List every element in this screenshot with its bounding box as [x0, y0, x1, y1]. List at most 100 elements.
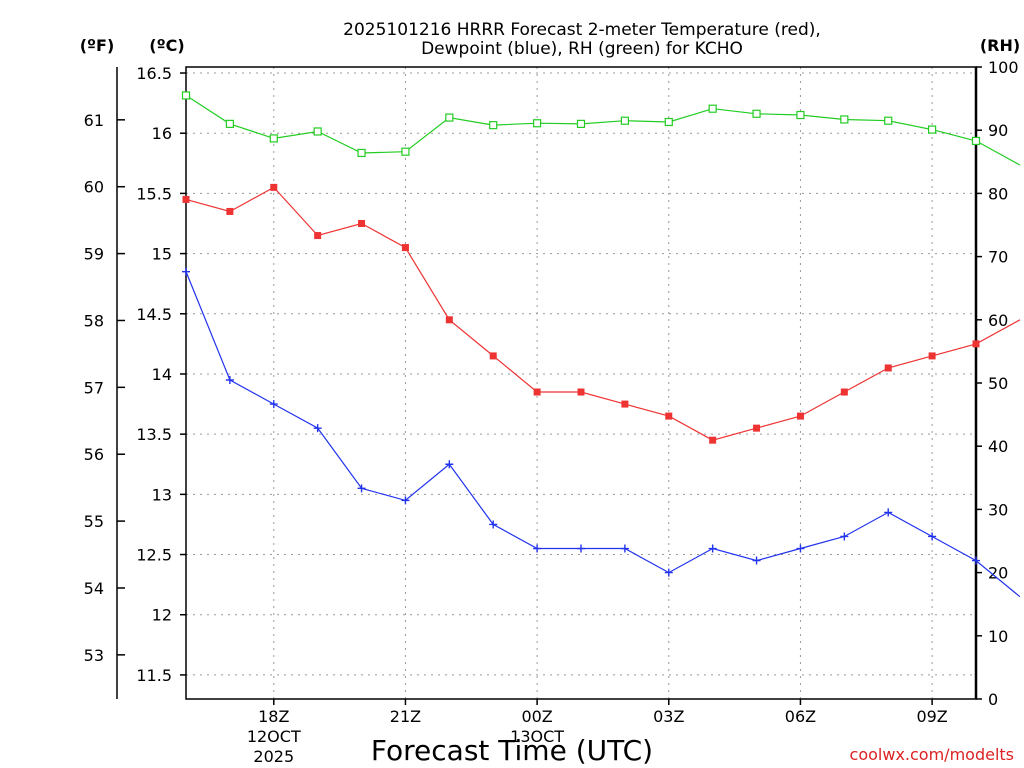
fahrenheit-tick-label: 53 — [84, 646, 104, 665]
x-tick-label: 18Z — [258, 707, 289, 726]
x-tick-year-label: 2025 — [253, 747, 294, 766]
celsius-tick-label: 15 — [152, 245, 172, 264]
dewpoint-point — [840, 532, 849, 541]
temperature-point — [401, 244, 409, 252]
rh-tick-label: 70 — [988, 248, 1008, 267]
chart-title-line1: 2025101216 HRRR Forecast 2-meter Tempera… — [343, 20, 821, 40]
temperature-point — [358, 219, 366, 227]
celsius-tick-label: 11.5 — [136, 666, 172, 685]
temperature-line — [185, 186, 1021, 441]
fahrenheit-unit-label: (ºF) — [80, 36, 115, 55]
rh-point — [313, 127, 322, 136]
dewpoint-point — [269, 400, 278, 409]
rh-point — [225, 119, 234, 128]
rh-point — [971, 136, 981, 146]
temperature-point — [840, 388, 848, 396]
dewpoint-point — [884, 508, 893, 517]
rh-tick-label: 20 — [988, 564, 1008, 583]
dewpoint-point — [620, 544, 629, 553]
temperature-point — [226, 207, 234, 215]
temperature-point — [709, 436, 717, 444]
rh-point — [533, 119, 542, 128]
celsius-tick-label: 15.5 — [136, 184, 172, 203]
celsius-tick-label: 12.5 — [136, 546, 172, 565]
rh-point — [269, 134, 278, 143]
dewpoint-point — [577, 544, 585, 553]
rh-tick-label: 90 — [988, 121, 1008, 140]
fahrenheit-tick-label: 56 — [84, 445, 104, 464]
x-tick-date-label: 12OCT — [247, 727, 301, 746]
temperature-point — [533, 388, 541, 396]
temperature-point — [314, 232, 322, 240]
dewpoint-point — [489, 520, 498, 529]
temperature-point — [270, 183, 278, 191]
x-axis-label: Forecast Time (UTC) — [371, 734, 653, 767]
rh-point — [620, 116, 629, 125]
dewpoint-point — [401, 496, 410, 505]
temperature-point — [445, 316, 453, 324]
rh-point — [796, 110, 805, 120]
rh-point — [752, 109, 761, 118]
rh-point — [357, 148, 366, 158]
rh-point — [928, 125, 937, 134]
celsius-unit-label: (ºC) — [149, 36, 184, 55]
dewpoint-point — [445, 460, 454, 469]
rh-point — [445, 113, 454, 122]
rh-tick-label: 10 — [988, 627, 1008, 646]
fahrenheit-tick-label: 59 — [84, 245, 104, 264]
rh-tick-label: 80 — [988, 184, 1008, 203]
credit-label: coolwx.com/modelts — [850, 745, 1014, 764]
dewpoint-point — [928, 532, 937, 541]
rh-point — [884, 116, 893, 125]
rh-line — [185, 94, 1021, 166]
dewpoint-point — [182, 267, 190, 276]
celsius-tick-label: 14 — [152, 365, 172, 384]
temperature-point — [972, 340, 980, 348]
rh-point — [708, 104, 717, 113]
rh-point — [664, 117, 673, 127]
x-tick-label: 21Z — [390, 707, 421, 726]
rh-tick-label: 100 — [988, 58, 1019, 77]
dewpoint-point — [664, 568, 673, 577]
x-tick-label: 06Z — [785, 707, 816, 726]
dewpoint-point — [225, 375, 234, 384]
temperature-point — [796, 412, 804, 420]
grid-lines — [186, 67, 976, 699]
rh-tick-label: 60 — [988, 311, 1008, 330]
dewpoint-point — [357, 484, 366, 493]
temperature-point — [489, 352, 497, 360]
temperature-point — [753, 424, 761, 432]
temperature-point — [182, 195, 190, 203]
temperature-point — [621, 400, 629, 408]
celsius-tick-label: 13 — [152, 485, 172, 504]
celsius-tick-label: 16 — [152, 124, 172, 143]
dewpoint-point — [533, 544, 542, 553]
celsius-tick-label: 16.5 — [136, 64, 172, 83]
rh-tick-label: 30 — [988, 500, 1008, 519]
rh-tick-label: 40 — [988, 437, 1008, 456]
rh-point — [489, 121, 498, 130]
fahrenheit-tick-label: 57 — [84, 378, 104, 397]
dewpoint-point — [708, 544, 717, 553]
rh-unit-label: (RH) — [980, 36, 1020, 55]
x-tick-label: 09Z — [916, 707, 947, 726]
x-tick-label: 00Z — [521, 707, 552, 726]
rh-tick-label: 0 — [988, 690, 998, 709]
chart-title-line2: Dewpoint (blue), RH (green) for KCHO — [421, 39, 743, 59]
dewpoint-point — [796, 544, 805, 553]
rh-point — [181, 91, 191, 100]
fahrenheit-tick-label: 61 — [84, 111, 104, 130]
fahrenheit-tick-label: 55 — [84, 512, 104, 531]
rh-tick-label: 50 — [988, 374, 1008, 393]
fahrenheit-tick-label: 60 — [84, 178, 104, 197]
dewpoint-point — [752, 556, 761, 565]
dewpoint-point — [313, 424, 322, 433]
dewpoint-line — [185, 271, 1021, 598]
rh-point — [401, 147, 410, 156]
temperature-point — [577, 388, 585, 396]
x-tick-date-label: 13OCT — [510, 727, 564, 746]
celsius-tick-label: 13.5 — [136, 425, 172, 444]
celsius-tick-label: 14.5 — [136, 305, 172, 324]
temperature-point — [665, 412, 673, 420]
